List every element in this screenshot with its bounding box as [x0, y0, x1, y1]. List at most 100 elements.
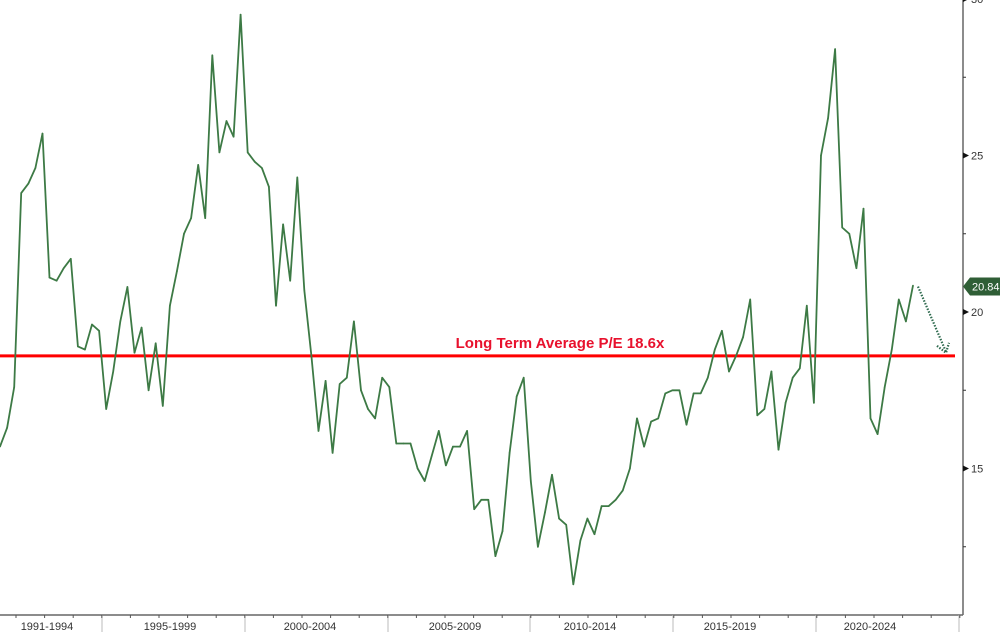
data-point	[905, 320, 907, 323]
data-point	[629, 467, 631, 470]
y-tick-mark	[963, 465, 969, 472]
arrow-shaft	[916, 286, 948, 353]
data-point	[820, 154, 822, 157]
y-tick-mark	[963, 309, 969, 315]
data-point	[48, 276, 51, 279]
data-point	[20, 192, 23, 194]
data-point	[898, 298, 900, 301]
data-point	[360, 389, 362, 392]
data-point	[303, 289, 306, 291]
data-point	[423, 480, 426, 482]
x-tick-label: 2010-2014	[564, 621, 617, 632]
data-point	[763, 408, 766, 410]
data-point	[445, 464, 447, 467]
data-point	[537, 545, 539, 548]
data-point	[579, 539, 582, 542]
y-axis: 15 20 25 30	[962, 0, 983, 615]
data-point	[296, 176, 299, 179]
data-point	[714, 348, 716, 351]
data-point	[862, 207, 865, 210]
data-point	[813, 401, 815, 404]
data-point	[176, 270, 178, 273]
data-point	[246, 151, 249, 154]
data-point	[692, 392, 695, 395]
data-point	[466, 430, 468, 432]
y-tick-label: 30	[971, 0, 983, 6]
arrow-head	[936, 342, 951, 355]
data-point	[721, 329, 723, 332]
data-point	[289, 279, 291, 282]
data-point	[572, 583, 575, 586]
data-point	[607, 505, 610, 507]
data-point	[381, 376, 383, 379]
data-point	[119, 320, 122, 323]
data-point	[232, 135, 235, 138]
y-tick-mark	[963, 0, 967, 2]
data-point	[345, 376, 348, 379]
data-point	[508, 452, 511, 454]
series-points	[0, 13, 914, 586]
data-point	[204, 217, 207, 219]
data-point	[77, 345, 79, 348]
x-tick-label: 2005-2009	[429, 621, 482, 632]
data-point	[69, 257, 72, 260]
data-point	[890, 348, 893, 351]
data-point	[331, 452, 334, 454]
data-point	[430, 455, 433, 457]
data-point	[756, 414, 759, 417]
data-point	[338, 383, 341, 385]
data-point	[218, 151, 221, 154]
data-point	[133, 351, 136, 354]
data-point	[126, 286, 129, 288]
data-point	[84, 348, 86, 351]
data-point	[685, 423, 688, 426]
data-point	[636, 417, 638, 420]
x-tick-label: 1995-1999	[144, 621, 197, 632]
data-point	[650, 420, 652, 423]
data-point	[27, 182, 30, 185]
data-point	[834, 48, 836, 50]
data-point	[827, 117, 829, 119]
data-point	[643, 445, 645, 448]
data-point	[784, 401, 787, 404]
data-point	[487, 499, 490, 501]
data-point	[600, 505, 603, 507]
data-point	[551, 473, 553, 476]
data-point	[416, 467, 419, 470]
data-point	[515, 395, 518, 398]
data-point	[91, 323, 93, 326]
data-point	[558, 517, 560, 520]
data-point	[374, 417, 376, 420]
x-tick-label: 2000-2004	[284, 621, 337, 632]
data-point	[791, 376, 794, 379]
data-point	[699, 392, 702, 395]
dotted-arrow-annotation	[916, 286, 951, 355]
data-point	[664, 392, 667, 395]
data-point	[55, 279, 58, 282]
data-point	[565, 524, 568, 526]
data-point	[395, 442, 398, 445]
data-point	[876, 433, 879, 435]
data-point	[522, 376, 525, 379]
data-point	[728, 370, 730, 373]
data-point	[253, 160, 256, 163]
data-point	[855, 267, 858, 269]
data-point	[501, 530, 504, 532]
y-tick-label: 25	[971, 151, 983, 163]
data-point	[586, 517, 589, 520]
data-point	[912, 284, 914, 287]
data-point	[770, 370, 773, 373]
data-point	[190, 217, 192, 219]
x-tick-label: 2020-2024	[844, 621, 897, 632]
data-point	[402, 442, 405, 445]
data-point	[225, 120, 228, 122]
data-point	[671, 389, 674, 392]
data-point	[98, 329, 100, 332]
data-point	[749, 298, 752, 301]
last-value-tag: 20.846	[963, 277, 1000, 296]
data-point	[13, 386, 15, 388]
data-point	[614, 499, 617, 501]
data-point	[239, 13, 242, 16]
data-point	[657, 417, 660, 420]
